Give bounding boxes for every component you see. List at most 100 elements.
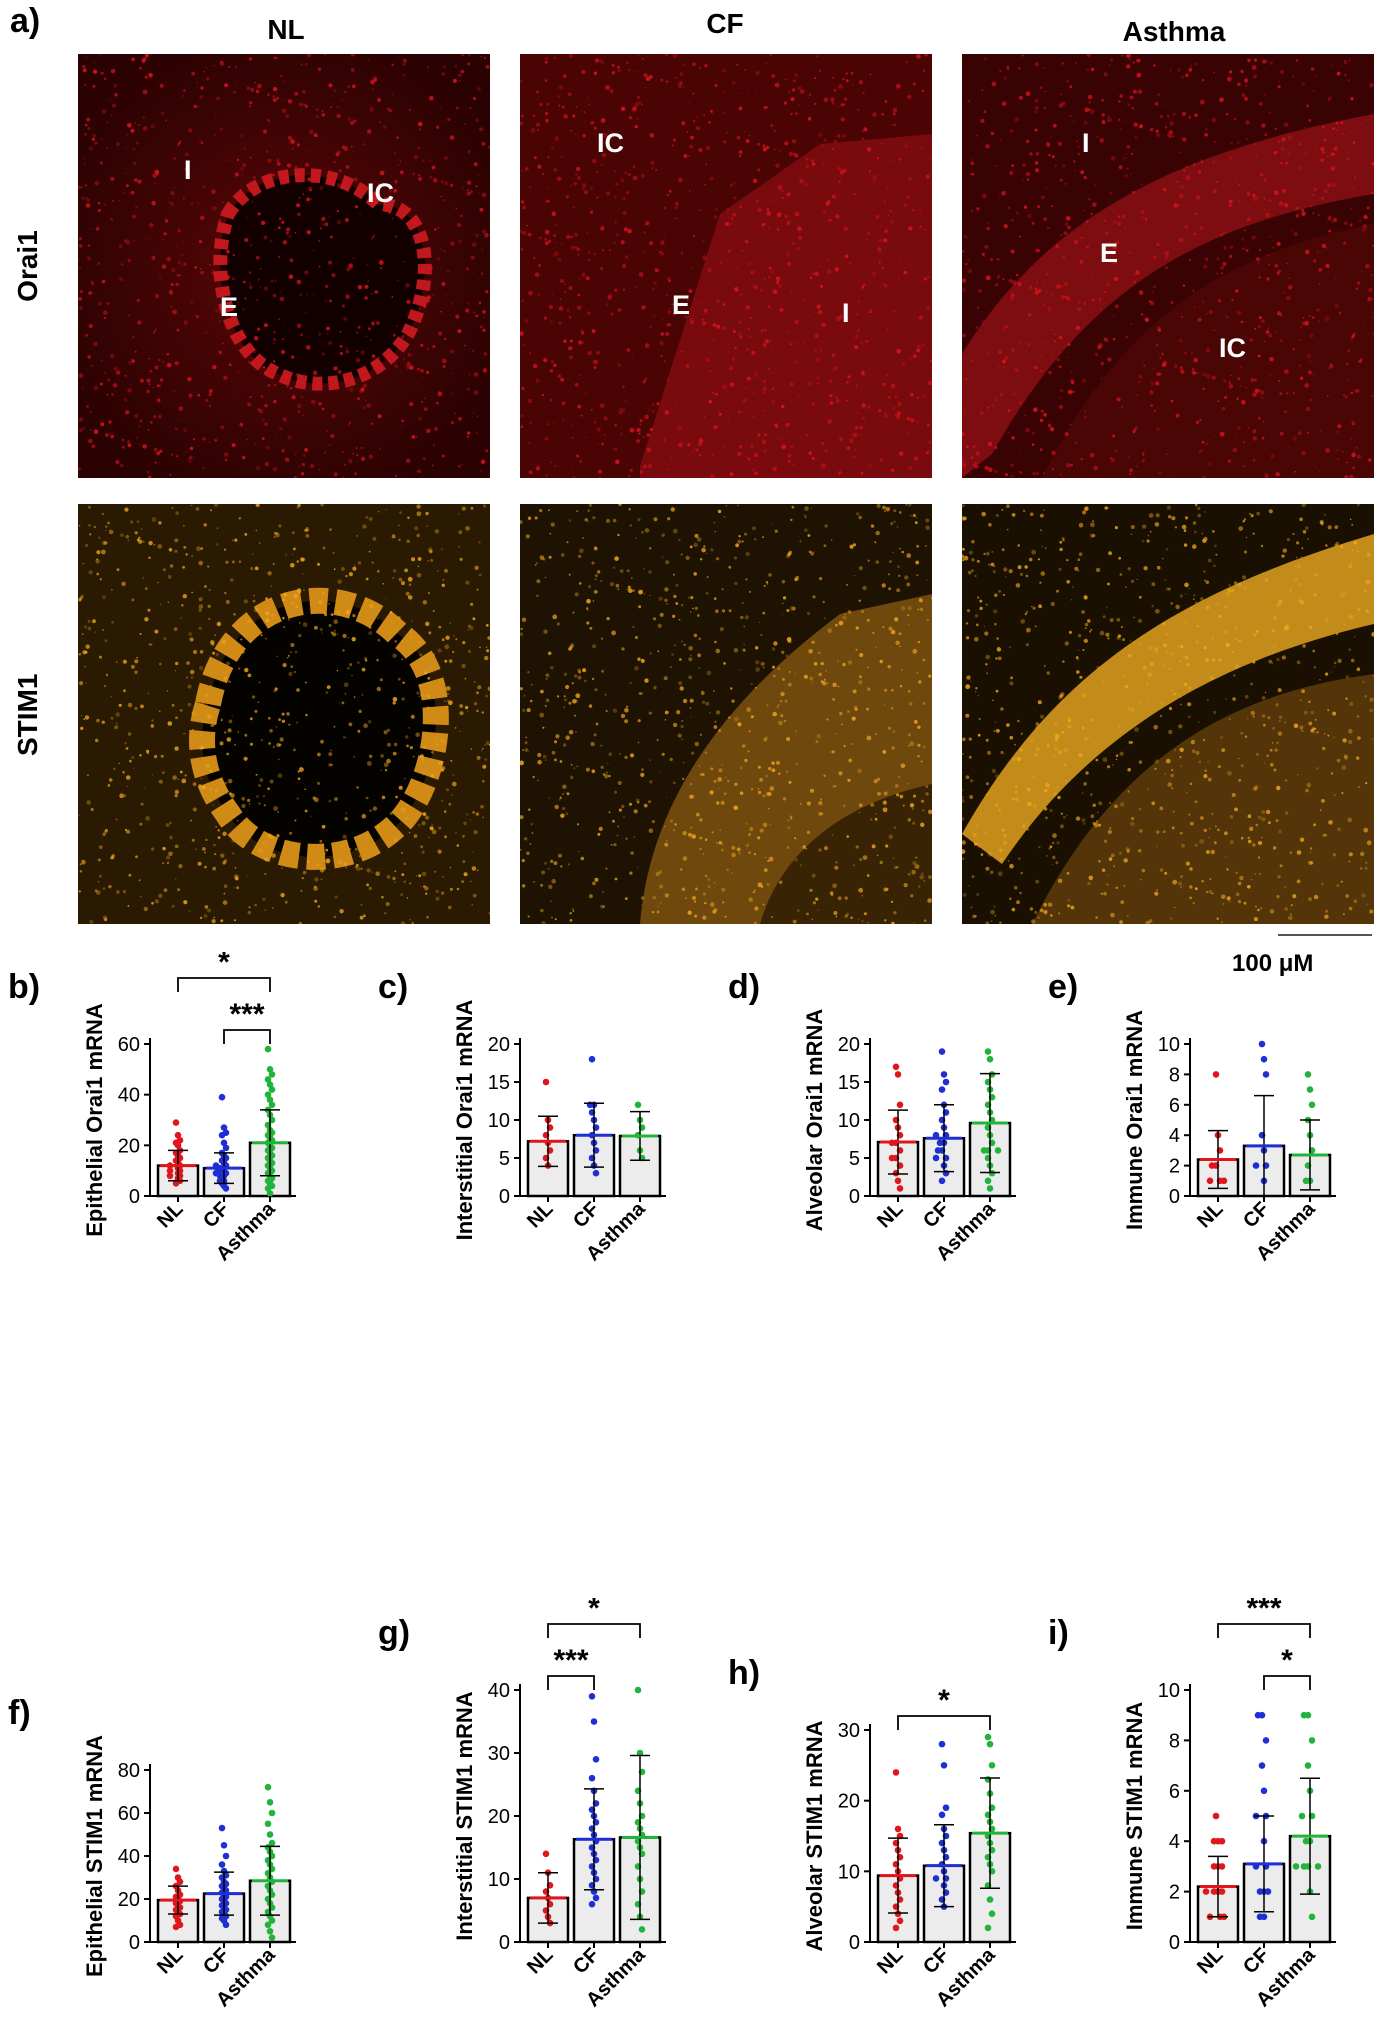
data-point — [264, 1921, 272, 1929]
panel-letter-h: h) — [728, 1654, 760, 1692]
significance-bracket — [897, 1715, 991, 1730]
data-point — [268, 1086, 276, 1093]
y-tick-label: 60 — [118, 1034, 140, 1056]
y-axis-label: Immune STIM1 mRNA — [1122, 1702, 1147, 1931]
data-point — [1306, 1086, 1314, 1093]
data-point — [942, 1078, 950, 1086]
panel-letter-c: c) — [378, 968, 408, 1006]
significance-label: *** — [553, 1644, 588, 1677]
significance-bracket — [547, 1623, 641, 1638]
data-point — [638, 1926, 646, 1933]
data-point — [1254, 1711, 1262, 1719]
data-point — [892, 1769, 900, 1776]
data-point — [1308, 1913, 1316, 1921]
data-point — [1206, 1177, 1214, 1185]
y-tick-label: 20 — [838, 1034, 860, 1056]
category-label-cf: CF — [919, 1198, 953, 1232]
data-point — [980, 1147, 988, 1154]
data-point — [588, 1693, 596, 1700]
y-tick-label: 0 — [129, 1186, 140, 1208]
data-point — [1260, 1055, 1268, 1063]
region-label-cf-epithelial: E — [672, 290, 691, 320]
data-point — [896, 1917, 904, 1925]
data-point — [1210, 1863, 1218, 1870]
y-axis-label: Epithelial Orai1 mRNA — [82, 1003, 107, 1237]
row-label-stim1: STIM1 — [12, 673, 43, 756]
data-point — [1304, 1071, 1312, 1078]
data-point — [932, 1875, 940, 1882]
data-point — [590, 1718, 598, 1725]
data-point — [1298, 1812, 1306, 1820]
data-point — [888, 1154, 896, 1162]
y-tick-label: 6 — [1169, 1781, 1180, 1803]
data-point — [1262, 1071, 1270, 1078]
y-tick-label: 40 — [118, 1085, 140, 1107]
data-point — [268, 1917, 276, 1924]
significance-label: * — [588, 1598, 600, 1625]
category-label-cf: CF — [1239, 1198, 1273, 1232]
significance-label: * — [218, 952, 230, 979]
category-label-nl: NL — [523, 1198, 557, 1232]
data-point — [220, 1139, 228, 1147]
y-axis-label: Interstitial Orai1 mRNA — [452, 999, 477, 1240]
data-point — [1258, 1040, 1266, 1048]
data-point — [1292, 1863, 1300, 1870]
data-point — [988, 1910, 996, 1918]
region-label-nl-interstitial: I — [184, 155, 192, 185]
y-tick-label: 30 — [838, 1720, 860, 1742]
data-point — [588, 1900, 596, 1908]
y-tick-label: 0 — [1169, 1932, 1180, 1954]
y-tick-label: 20 — [118, 1135, 140, 1157]
data-point — [894, 1825, 902, 1833]
data-point — [634, 1686, 642, 1694]
data-point — [1300, 1711, 1308, 1719]
data-point — [1256, 1888, 1264, 1895]
data-point — [938, 1740, 946, 1748]
y-tick-label: 2 — [1169, 1156, 1180, 1178]
y-tick-label: 4 — [1169, 1125, 1180, 1147]
data-point — [264, 1185, 272, 1192]
y-tick-label: 0 — [499, 1186, 510, 1208]
significance-label: *** — [1246, 1598, 1281, 1625]
data-point — [220, 1841, 228, 1849]
y-tick-label: 8 — [1169, 1064, 1180, 1086]
y-tick-label: 0 — [499, 1932, 510, 1954]
y-tick-label: 20 — [488, 1034, 510, 1056]
y-tick-label: 10 — [838, 1861, 860, 1883]
data-point — [222, 1852, 230, 1860]
y-axis-label: Epithelial STIM1 mRNA — [82, 1735, 107, 1977]
region-label-nl-epithelial: E — [220, 292, 239, 322]
category-label-nl: NL — [873, 1944, 907, 1978]
data-point — [892, 1063, 900, 1071]
data-point — [1308, 1101, 1316, 1109]
y-tick-label: 6 — [1169, 1095, 1180, 1117]
y-tick-label: 0 — [849, 1932, 860, 1954]
region-label-cf-immune: IC — [597, 128, 624, 158]
data-point — [894, 1177, 902, 1185]
category-label-nl: NL — [153, 1944, 187, 1978]
panel-letter-b: b) — [8, 968, 40, 1006]
col-title-nl: NL — [267, 14, 305, 45]
category-label-nl: NL — [153, 1198, 187, 1232]
data-point — [166, 1167, 174, 1174]
category-label-cf: CF — [919, 1944, 953, 1978]
y-tick-label: 0 — [849, 1186, 860, 1208]
data-point — [1256, 1913, 1264, 1921]
data-point — [1220, 1177, 1228, 1185]
data-point — [264, 1076, 272, 1083]
significance-label: * — [1281, 1644, 1293, 1677]
data-point — [1218, 1888, 1226, 1895]
data-point — [1212, 1812, 1220, 1820]
category-label-cf: CF — [569, 1944, 603, 1978]
data-point — [174, 1142, 182, 1149]
y-tick-label: 2 — [1169, 1882, 1180, 1904]
micrograph-orai1-asthma — [962, 54, 1374, 478]
region-label-nl-immune: IC — [367, 178, 394, 208]
y-tick-label: 5 — [849, 1148, 860, 1170]
data-point — [264, 1820, 272, 1828]
category-label-nl: NL — [1193, 1198, 1227, 1232]
data-point — [166, 1172, 174, 1180]
